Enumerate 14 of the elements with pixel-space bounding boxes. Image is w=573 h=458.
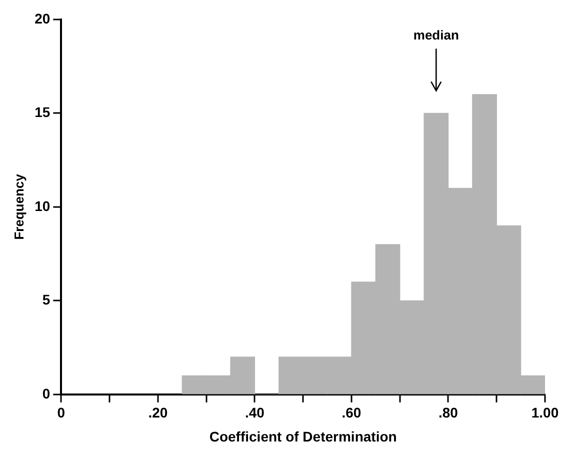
x-tick-label: .20	[148, 404, 168, 421]
y-axis-title: Frequency	[11, 173, 26, 240]
x-axis-title: Coefficient of Determination	[209, 428, 397, 444]
y-tick-label: 0	[42, 385, 50, 402]
x-tick-label: .40	[244, 404, 265, 421]
x-tick-label: 1.00	[531, 404, 559, 421]
annotation: median	[413, 28, 459, 43]
y-tick-label: 5	[42, 292, 50, 308]
x-tick-label: 0	[57, 404, 66, 421]
x-tick-label: .60	[342, 404, 362, 421]
y-tick-label: 15	[34, 104, 50, 120]
y-tick-label: 10	[34, 198, 50, 214]
y-tick-label: 20	[34, 10, 50, 26]
x-tick-label: .80	[438, 404, 458, 421]
